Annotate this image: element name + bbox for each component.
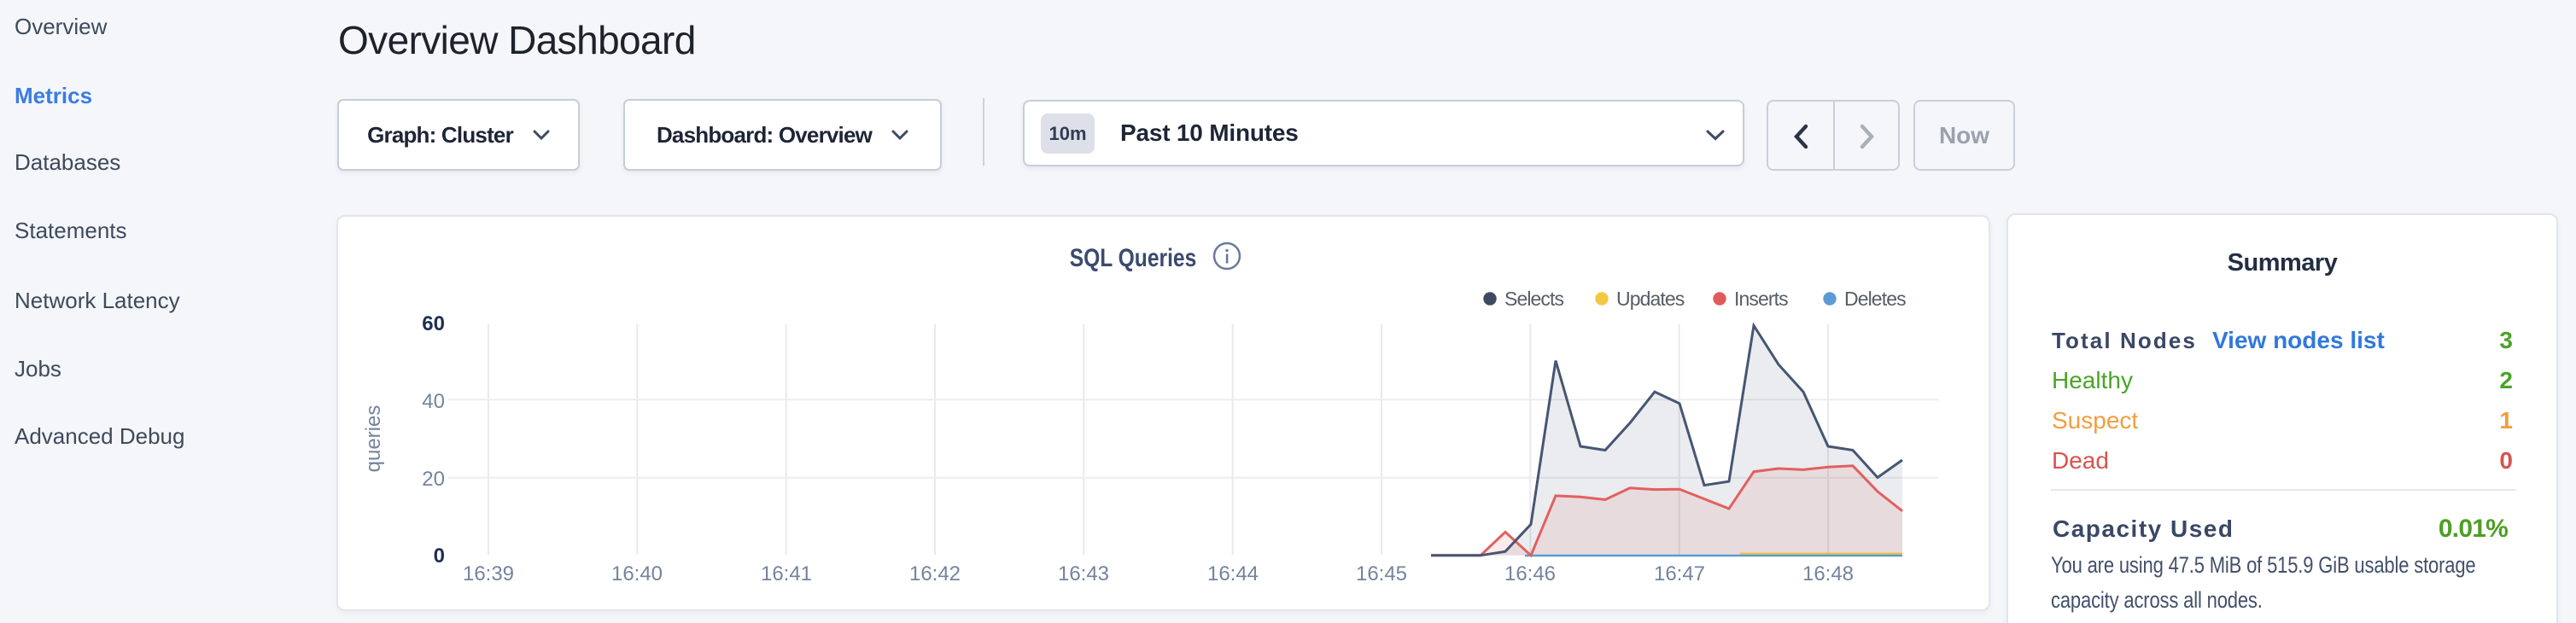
svg-text:Updates: Updates — [1616, 288, 1685, 310]
svg-text:16:39: 16:39 — [463, 562, 514, 585]
svg-text:16:41: 16:41 — [761, 562, 812, 585]
svg-text:0: 0 — [434, 544, 445, 568]
svg-text:16:40: 16:40 — [611, 562, 663, 585]
svg-text:queries: queries — [362, 405, 385, 473]
svg-text:SQL Queries: SQL Queries — [1070, 243, 1197, 272]
svg-text:16:45: 16:45 — [1356, 562, 1407, 585]
svg-text:16:46: 16:46 — [1504, 562, 1556, 585]
svg-text:16:47: 16:47 — [1654, 562, 1705, 585]
svg-text:16:48: 16:48 — [1802, 562, 1854, 585]
svg-text:Selects: Selects — [1504, 288, 1564, 310]
svg-text:20: 20 — [422, 468, 445, 491]
svg-text:16:43: 16:43 — [1058, 562, 1109, 585]
svg-text:Deletes: Deletes — [1844, 288, 1906, 310]
svg-text:16:42: 16:42 — [909, 562, 961, 585]
svg-text:40: 40 — [422, 390, 445, 413]
svg-text:Inserts: Inserts — [1734, 288, 1788, 310]
svg-text:16:44: 16:44 — [1207, 562, 1259, 585]
svg-text:60: 60 — [422, 312, 445, 335]
